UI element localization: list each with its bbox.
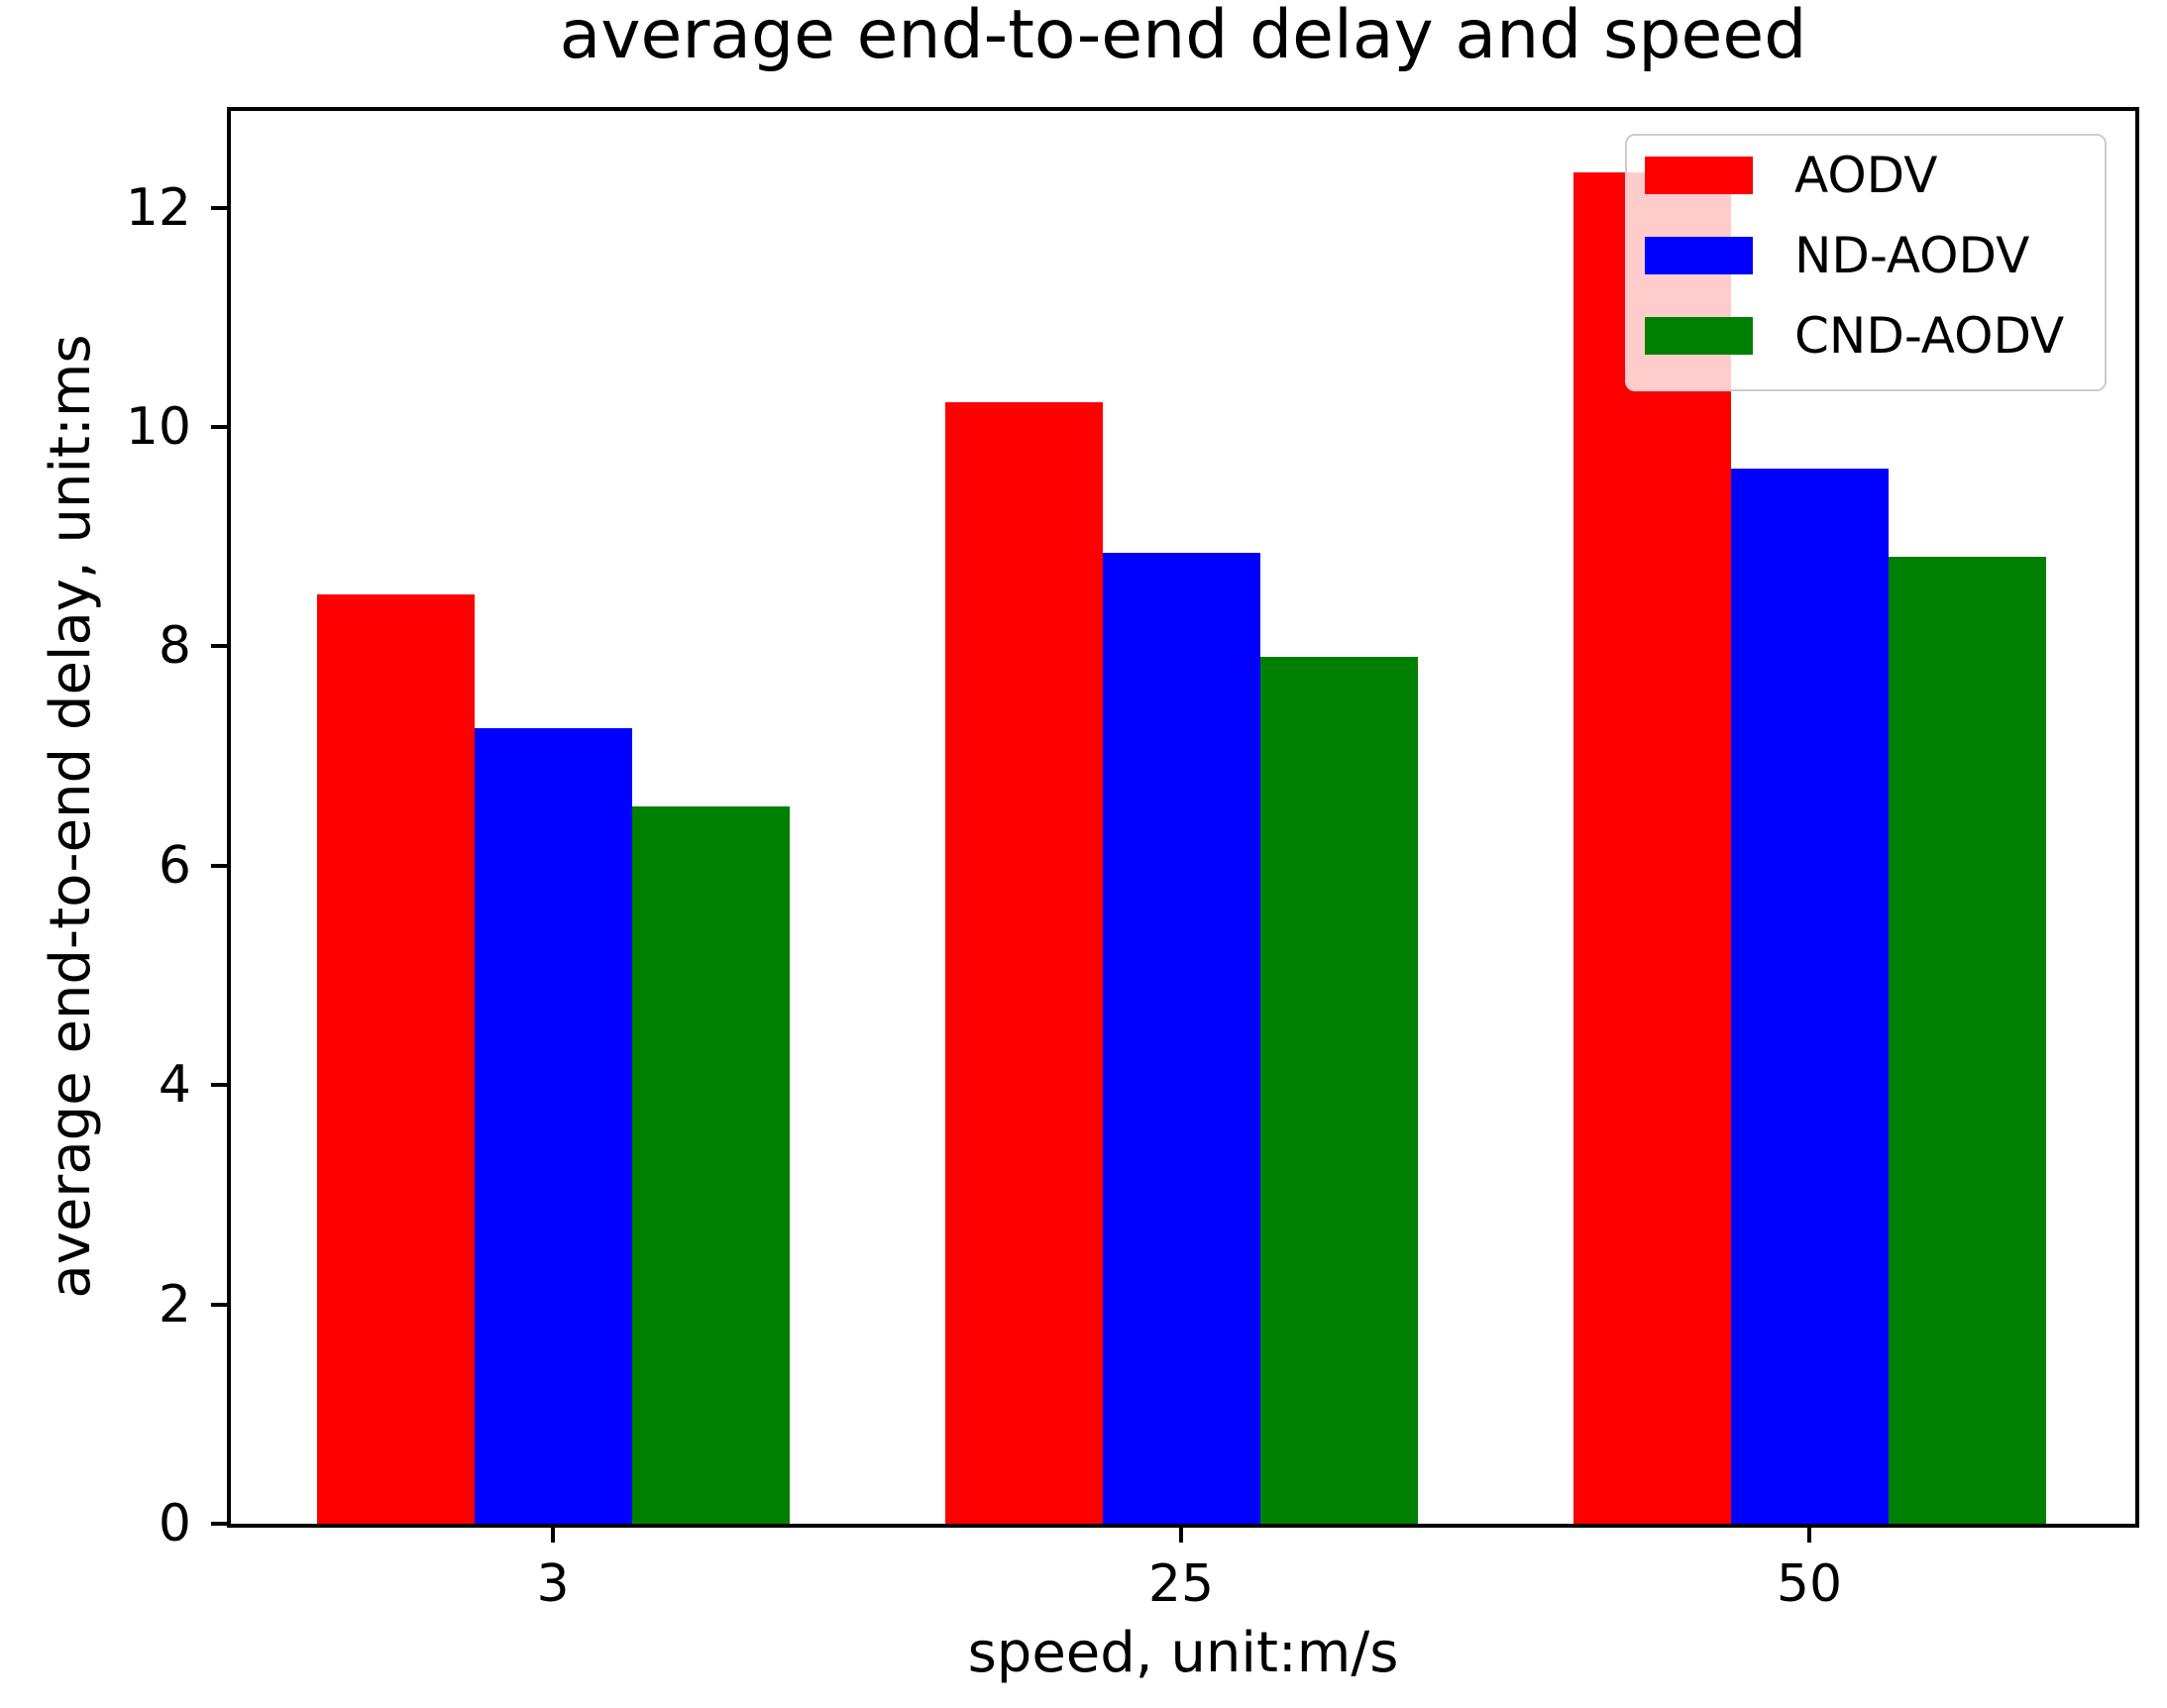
x-axis-label: speed, unit:m/s <box>967 1621 1399 1685</box>
legend: AODV ND-AODV CND-AODV <box>1625 134 2107 391</box>
legend-entry: CND-AODV <box>1645 311 2105 361</box>
y-tick-mark <box>211 644 229 649</box>
y-tick-mark <box>211 1302 229 1307</box>
bar-cnd-aodv-25 <box>1259 657 1418 1524</box>
x-tick-label: 25 <box>1147 1554 1215 1614</box>
y-tick-mark <box>211 863 229 868</box>
bar-cnd-aodv-50 <box>1888 556 2046 1524</box>
y-tick-label: 12 <box>125 177 191 238</box>
y-tick-label: 10 <box>125 397 191 458</box>
chart-title: average end-to-end delay and speed <box>559 0 1807 74</box>
x-tick-mark <box>1179 1528 1183 1543</box>
y-tick-mark <box>211 425 229 430</box>
bar-nd-aodv-50 <box>1730 469 1889 1524</box>
bar-aodv-3 <box>316 594 475 1524</box>
legend-label: AODV <box>1794 147 1938 204</box>
bar-nd-aodv-3 <box>474 728 632 1524</box>
y-tick-label: 2 <box>158 1274 191 1334</box>
legend-label: CND-AODV <box>1794 307 2065 365</box>
y-tick-label: 8 <box>158 616 191 677</box>
bar-aodv-25 <box>944 401 1103 1524</box>
legend-entry: AODV <box>1645 151 2105 200</box>
y-tick-mark <box>211 205 229 210</box>
bar-aodv-50 <box>1572 172 1731 1524</box>
y-tick-label: 6 <box>158 835 191 896</box>
legend-swatch-nd-aodv <box>1645 237 1753 274</box>
x-tick-mark <box>1807 1528 1811 1543</box>
y-tick-label: 0 <box>158 1494 191 1553</box>
y-tick-mark <box>211 1522 229 1526</box>
bar-nd-aodv-25 <box>1102 553 1260 1524</box>
legend-label: ND-AODV <box>1794 227 2030 284</box>
y-tick-mark <box>211 1083 229 1088</box>
x-tick-label: 50 <box>1776 1554 1843 1614</box>
legend-entry: ND-AODV <box>1645 231 2105 280</box>
x-tick-mark <box>551 1528 555 1543</box>
legend-swatch-aodv <box>1645 157 1753 194</box>
x-tick-label: 3 <box>536 1554 570 1614</box>
y-tick-label: 4 <box>158 1055 191 1116</box>
bar-cnd-aodv-3 <box>631 806 790 1524</box>
legend-swatch-cnd-aodv <box>1645 317 1753 355</box>
